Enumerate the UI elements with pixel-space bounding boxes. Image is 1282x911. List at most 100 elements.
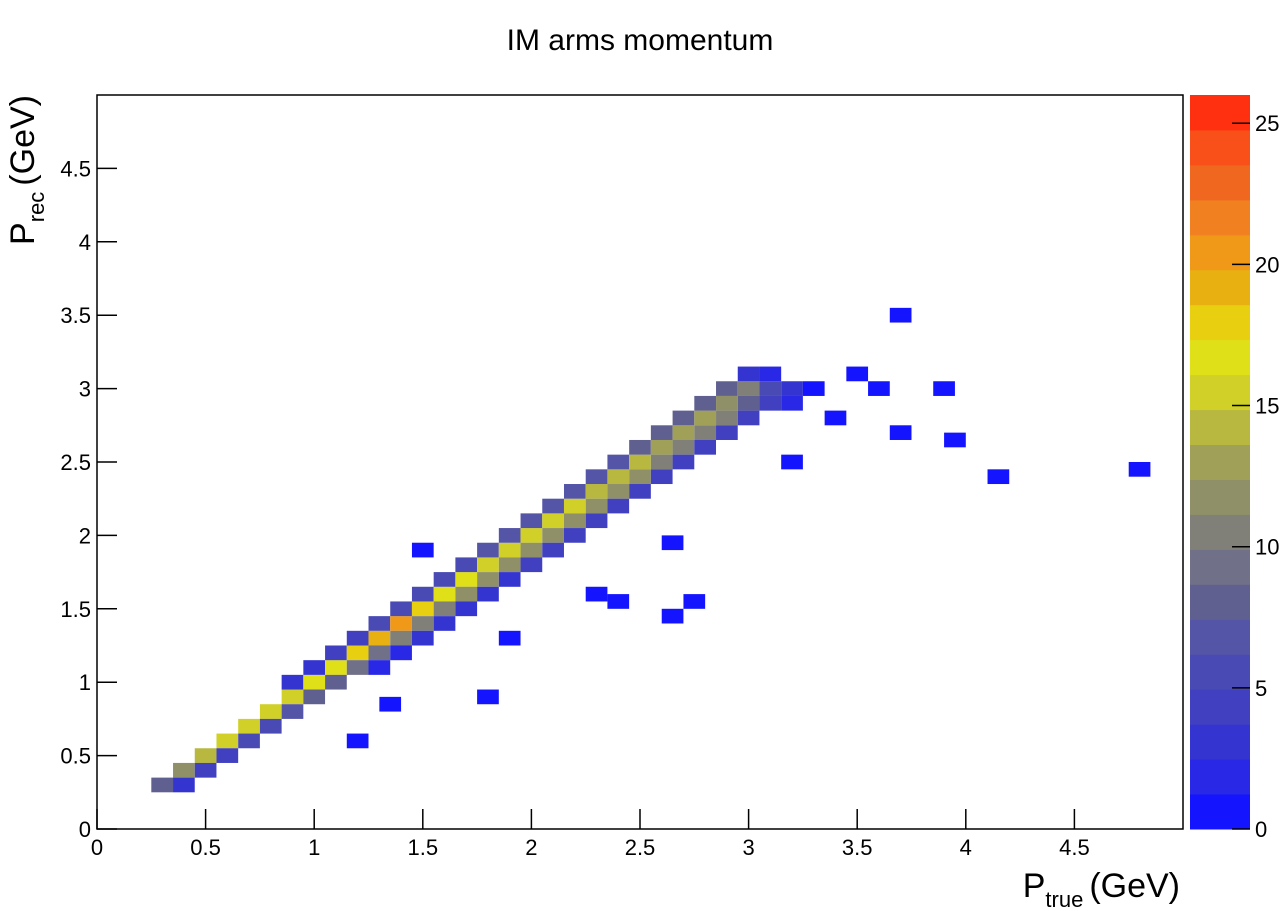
cell [629, 454, 651, 470]
cell [520, 557, 543, 573]
cell [520, 542, 543, 558]
cell [303, 660, 326, 675]
cell [629, 439, 651, 455]
chart-title: IM arms momentum [507, 24, 774, 57]
cell [411, 630, 434, 646]
cell [585, 513, 608, 529]
cell [781, 454, 803, 470]
cell [716, 410, 738, 426]
cell [498, 572, 521, 587]
cell [563, 484, 586, 499]
cell [390, 616, 412, 631]
cell [737, 366, 760, 382]
cell [542, 528, 564, 543]
cell [563, 498, 586, 514]
colorbar-band [1190, 199, 1250, 236]
cell [325, 645, 347, 661]
cell [346, 645, 369, 661]
cell [238, 718, 260, 734]
cell [650, 454, 673, 470]
colorbar-tick-label: 10 [1255, 535, 1279, 560]
y-tick-label: 0 [79, 817, 91, 842]
x-tick-label: 4 [960, 835, 972, 860]
cell [672, 410, 695, 426]
cell [607, 469, 630, 485]
x-tick-label: 3.5 [842, 835, 873, 860]
cell [542, 513, 564, 529]
x-tick-label: 4.5 [1059, 835, 1090, 860]
cell [824, 410, 847, 426]
cell [303, 674, 326, 690]
x-label-sub: true [1045, 887, 1083, 911]
cell [411, 616, 434, 631]
cell [737, 410, 760, 426]
colorbar-tick-label: 15 [1255, 394, 1279, 419]
cell [520, 528, 543, 543]
cell [650, 425, 673, 440]
cell [694, 410, 717, 426]
cell [694, 439, 717, 455]
cell [455, 601, 478, 617]
cell [498, 630, 521, 646]
y-label-sub: rec [24, 192, 49, 223]
colorbar-band [1190, 689, 1250, 725]
cell [433, 616, 456, 631]
cell [661, 608, 684, 624]
y-tick-label: 2 [79, 523, 91, 548]
y-tick-label: 3 [79, 377, 91, 402]
cell [433, 572, 456, 587]
cell [346, 660, 369, 675]
colorbar-band [1190, 549, 1250, 585]
cell [650, 439, 673, 455]
cell [216, 733, 239, 749]
cell [281, 689, 304, 705]
cell [411, 586, 434, 602]
cell [151, 777, 174, 793]
cell [216, 748, 239, 763]
colorbar-tick-label: 20 [1255, 252, 1279, 277]
colorbar-band [1190, 584, 1250, 620]
y-tick-label: 1.5 [60, 597, 91, 622]
cell [672, 425, 695, 440]
cell [607, 498, 630, 514]
y-tick-label: 4 [79, 230, 91, 255]
cell [368, 630, 391, 646]
cell [737, 395, 760, 411]
cell [194, 748, 217, 763]
x-tick-label: 0 [91, 835, 103, 860]
cell [281, 704, 304, 719]
colorbar-band [1190, 339, 1250, 376]
cell [325, 660, 347, 675]
cell [411, 601, 434, 617]
cell [781, 381, 803, 396]
cell [433, 586, 456, 602]
cell [542, 498, 564, 514]
cell [477, 542, 499, 558]
cell [607, 594, 630, 609]
cell [737, 381, 760, 396]
cell [563, 513, 586, 529]
colorbar-band [1190, 724, 1250, 760]
cell [455, 557, 478, 573]
x-axis-label: Ptrue (GeV) [1023, 867, 1180, 911]
cell [987, 469, 1010, 485]
cell [802, 381, 825, 396]
cell [563, 528, 586, 543]
cell [585, 586, 608, 602]
y-tick-label: 3.5 [60, 303, 91, 328]
cell [368, 616, 391, 631]
cell [694, 425, 717, 440]
colorbar-band [1190, 479, 1250, 515]
y-tick-label: 0.5 [60, 744, 91, 769]
cell [325, 674, 347, 690]
colorbar-band [1190, 374, 1250, 411]
cell [390, 601, 412, 617]
cell [346, 733, 369, 749]
cell [173, 762, 195, 778]
cell [455, 586, 478, 602]
colorbar-tick-label: 25 [1255, 111, 1279, 136]
cell [368, 660, 391, 675]
cell [259, 718, 282, 734]
cell [477, 689, 499, 705]
colorbar-band [1190, 269, 1250, 306]
